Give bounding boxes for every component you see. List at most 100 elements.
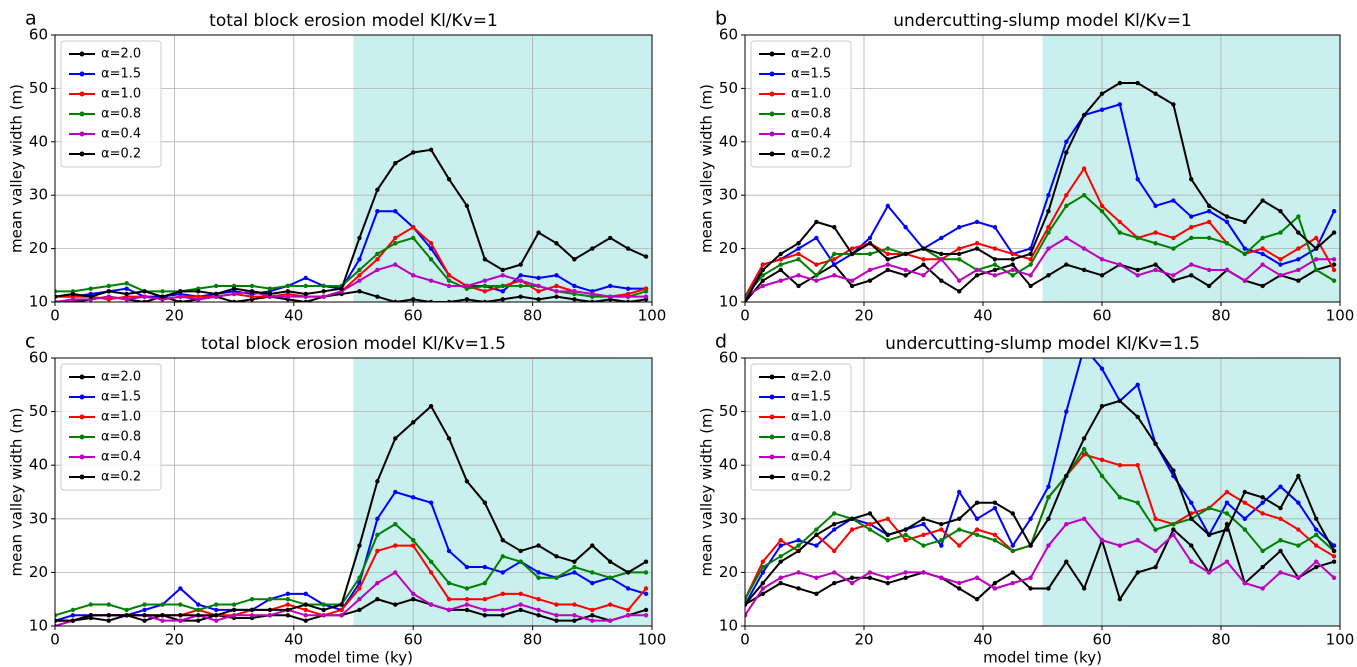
data-point xyxy=(482,564,488,570)
data-point xyxy=(536,275,541,281)
data-point xyxy=(643,613,649,618)
data-point xyxy=(1278,262,1283,267)
data-point xyxy=(1296,500,1301,505)
data-point xyxy=(1153,203,1158,209)
data-point xyxy=(285,283,291,289)
data-point xyxy=(536,543,541,548)
data-point xyxy=(796,257,801,262)
data-point xyxy=(885,580,890,586)
data-point xyxy=(974,219,980,225)
data-point xyxy=(590,580,595,586)
data-point xyxy=(106,289,111,294)
data-point xyxy=(1135,538,1140,543)
data-point xyxy=(814,527,819,532)
data-point xyxy=(992,532,998,538)
y-tick-label: 20 xyxy=(29,563,48,581)
data-point xyxy=(1153,564,1158,570)
data-point xyxy=(142,602,147,607)
data-point xyxy=(590,299,595,302)
plot-area xyxy=(745,358,1337,618)
data-point xyxy=(303,275,308,281)
data-point xyxy=(1010,511,1015,516)
data-point xyxy=(1296,214,1301,219)
data-point xyxy=(1296,257,1301,262)
data-point xyxy=(1296,543,1301,548)
data-point xyxy=(231,613,237,618)
plot-frame xyxy=(744,357,1341,627)
data-point xyxy=(832,262,837,267)
data-point xyxy=(1224,489,1230,495)
data-point xyxy=(500,613,505,618)
data-point xyxy=(957,246,962,251)
data-point xyxy=(1028,273,1033,278)
data-point xyxy=(500,283,505,289)
data-point xyxy=(160,618,165,623)
data-point xyxy=(796,241,801,246)
legend-marker xyxy=(769,374,775,380)
legend-label: α=2.0 xyxy=(791,370,831,385)
data-point xyxy=(974,267,980,273)
data-point xyxy=(572,564,577,570)
data-point xyxy=(88,613,94,618)
legend-label: α=1.5 xyxy=(791,67,831,82)
shaded-region xyxy=(1042,35,1340,302)
data-point xyxy=(608,235,613,241)
legend-label: α=0.2 xyxy=(101,470,141,485)
data-point xyxy=(921,262,926,267)
data-point xyxy=(303,607,308,613)
y-tick-label: 60 xyxy=(719,349,738,367)
data-point xyxy=(142,289,147,294)
legend: α=2.0 α=1.5 α=1.0 α=0.8 α=0.4 α=0.2 xyxy=(750,40,852,168)
y-tick-label: 50 xyxy=(29,402,48,420)
data-point xyxy=(1189,235,1194,241)
data-point xyxy=(778,278,783,283)
data-point xyxy=(832,273,837,278)
panel-label: d xyxy=(715,331,727,353)
data-point xyxy=(1314,235,1319,241)
legend-marker xyxy=(79,91,85,97)
data-point xyxy=(1296,246,1301,251)
data-point xyxy=(1224,219,1230,225)
data-point xyxy=(760,570,766,575)
data-point xyxy=(1260,511,1265,516)
data-point xyxy=(1242,246,1248,251)
data-point xyxy=(482,607,488,613)
data-point xyxy=(643,586,649,591)
series-line xyxy=(55,210,647,298)
chart-title: undercutting-slump model Kl/Kv=1.5 xyxy=(885,334,1200,354)
data-point xyxy=(142,299,147,302)
data-point xyxy=(939,543,944,548)
data-point xyxy=(1135,267,1140,273)
data-point xyxy=(357,273,362,278)
data-point xyxy=(939,235,944,241)
data-point xyxy=(1081,452,1087,457)
data-point xyxy=(393,602,398,607)
data-point xyxy=(357,267,362,273)
data-point xyxy=(1117,597,1123,602)
data-point xyxy=(464,203,470,209)
data-point xyxy=(1224,214,1230,219)
data-point xyxy=(1331,230,1337,235)
x-tick-label: 40 xyxy=(284,307,303,325)
data-point xyxy=(903,570,908,575)
legend-marker xyxy=(769,434,775,440)
data-point xyxy=(1171,235,1176,241)
y-tick-label: 40 xyxy=(719,456,738,474)
data-point xyxy=(1046,586,1051,591)
data-point xyxy=(885,262,890,267)
y-axis-label: mean valley width (m) xyxy=(698,84,716,253)
data-point xyxy=(375,548,380,554)
data-point xyxy=(1117,80,1123,86)
data-point xyxy=(1010,273,1015,278)
data-point xyxy=(608,575,613,580)
data-point xyxy=(428,500,434,505)
data-point xyxy=(1135,176,1140,182)
data-point xyxy=(142,294,147,299)
y-axis-label: mean valley width (m) xyxy=(8,407,26,576)
data-point xyxy=(339,602,344,607)
data-point xyxy=(500,267,505,273)
x-tick-label: 40 xyxy=(973,631,992,649)
panel-label: a xyxy=(25,8,37,30)
data-point xyxy=(196,607,201,613)
data-point xyxy=(411,235,416,241)
